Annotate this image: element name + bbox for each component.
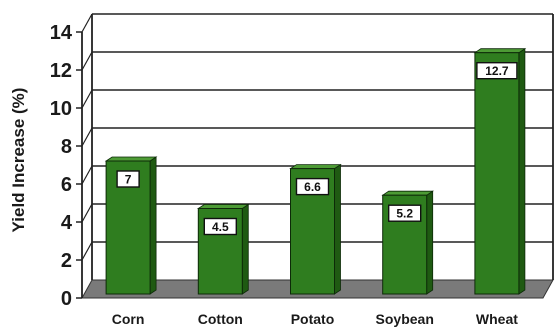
bar-side bbox=[426, 190, 434, 295]
y-tick-labels: 0 2 4 6 8 10 12 14 bbox=[50, 22, 73, 310]
gridline-side bbox=[81, 203, 93, 223]
x-tick-labels: Corn Cotton Potato Soybean Wheat bbox=[112, 311, 518, 327]
gridline-side bbox=[81, 89, 93, 109]
y-tick-label: 0 bbox=[61, 288, 72, 310]
y-axis-label: Yield Increase (%) bbox=[9, 88, 28, 233]
x-tick-label: Soybean bbox=[376, 311, 434, 327]
bar-side bbox=[149, 156, 157, 295]
y-tick-label: 2 bbox=[61, 250, 72, 272]
gridline-side bbox=[81, 241, 93, 261]
bar-top bbox=[381, 190, 435, 196]
x-tick-label: Corn bbox=[112, 311, 145, 327]
gridline-side bbox=[81, 51, 93, 71]
data-label-box bbox=[203, 217, 238, 236]
gridline-side bbox=[81, 127, 93, 147]
x-tick-label: Wheat bbox=[476, 311, 518, 327]
data-labels: 7 4.5 6.6 5.2 12.7 bbox=[116, 62, 518, 236]
x-tick-label: Cotton bbox=[198, 311, 243, 327]
data-label: 7 bbox=[125, 173, 132, 187]
axes bbox=[76, 14, 554, 299]
bar-side bbox=[241, 203, 249, 295]
y-tick-label: 8 bbox=[61, 136, 72, 158]
gridline-side bbox=[81, 165, 93, 185]
gridline-side bbox=[81, 13, 93, 33]
bar-side bbox=[334, 163, 341, 295]
bar-side bbox=[518, 47, 526, 295]
data-label-box bbox=[388, 204, 422, 222]
data-label-box bbox=[116, 170, 140, 188]
y-tick-label: 6 bbox=[61, 174, 72, 196]
bar-top bbox=[289, 164, 342, 170]
data-label: 5.2 bbox=[396, 207, 413, 221]
data-label-box bbox=[295, 177, 330, 196]
data-label: 12.7 bbox=[485, 64, 509, 78]
bar-top bbox=[196, 204, 250, 209]
y-tick-label: 12 bbox=[50, 60, 72, 82]
x-tick-label: Potato bbox=[291, 311, 335, 327]
bars bbox=[104, 47, 527, 295]
y-tick-label: 14 bbox=[50, 22, 73, 44]
data-label-box bbox=[476, 62, 518, 80]
data-label: 6.6 bbox=[304, 180, 321, 194]
bar-wheat bbox=[474, 52, 520, 295]
bar-top bbox=[104, 156, 158, 162]
y-tick-label: 10 bbox=[50, 98, 72, 120]
y-tick-label: 4 bbox=[61, 212, 73, 234]
data-label: 4.5 bbox=[212, 220, 229, 234]
bar-top bbox=[473, 48, 527, 54]
